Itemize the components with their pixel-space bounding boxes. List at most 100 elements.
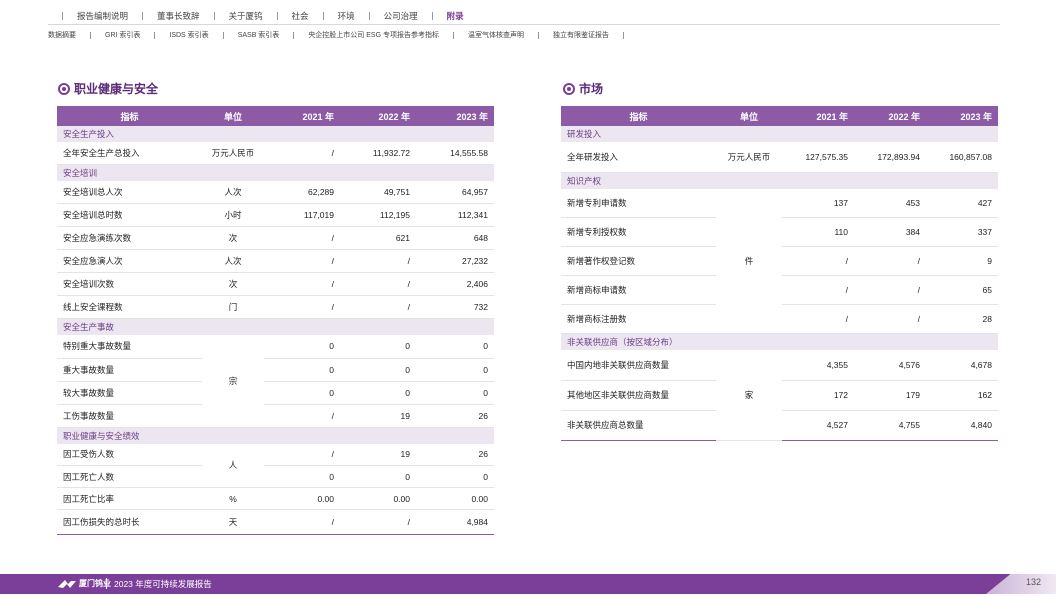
- value-cell: 0: [340, 381, 416, 405]
- logo-mark-icon: [58, 579, 76, 588]
- value-cell: 4,576: [854, 350, 926, 381]
- value-cell: 127,575.35: [782, 142, 854, 173]
- indicator-name: 安全培训总人次: [57, 180, 202, 204]
- value-cell: 453: [854, 188, 926, 218]
- unit-cell: 家: [716, 350, 782, 441]
- value-cell: 0: [416, 381, 494, 405]
- value-cell: 162: [926, 380, 998, 411]
- category-label: 研发投入: [561, 126, 998, 142]
- value-cell: 19: [340, 443, 416, 466]
- unit-cell: 小时: [202, 203, 264, 227]
- table-row: 全年安全生产总投入 万元人民币/11,932.72 14,555.58: [57, 142, 494, 165]
- value-cell: /: [854, 246, 926, 276]
- nav-item-0[interactable]: 报告编制说明: [77, 11, 129, 21]
- table-row: 因工伤损失的总时长天 //4,984: [57, 509, 494, 535]
- value-cell: 337: [926, 217, 998, 247]
- section-bullet-icon: [563, 82, 575, 95]
- table-row: 安全培训总人次 人次 62,289 49,751 64,957: [57, 180, 494, 204]
- value-cell: /: [340, 249, 416, 273]
- indicator-name: 因工死亡人数: [57, 465, 202, 488]
- ohs-table: 指标 单位 2021 年 2022 年 2023 年 安全生产投入 全年安全生产总投入 万元…: [57, 106, 494, 535]
- value-cell: 112,195: [340, 203, 416, 227]
- column-header: 2021 年: [264, 106, 340, 126]
- unit-cell: 件: [716, 188, 782, 334]
- value-cell: 4,755: [854, 410, 926, 441]
- table-row: 全年研发投入 万元人民币 127,575.35 172,893.94 160,857.0…: [561, 142, 998, 173]
- table-row: 安全应急演人次 人次 //27,232: [57, 249, 494, 273]
- subnav-item-5[interactable]: 温室气体核查声明: [467, 32, 524, 39]
- subnav-item-1[interactable]: GRI 索引表: [105, 32, 141, 39]
- value-cell: /: [854, 304, 926, 334]
- value-cell: /: [340, 509, 416, 535]
- footer-separator: [106, 578, 107, 589]
- nav-separator: [452, 31, 454, 39]
- subnav-item-0[interactable]: 数据摘要: [48, 32, 76, 39]
- value-cell: 110: [782, 217, 854, 247]
- category-row: 研发投入: [561, 126, 998, 142]
- nav-item-2[interactable]: 关于厦钨: [228, 11, 263, 21]
- indicator-name: 新增商标申请数: [561, 275, 716, 305]
- column-header: 2021 年: [782, 106, 854, 126]
- value-cell: 732: [416, 295, 494, 319]
- value-cell: /: [264, 443, 340, 466]
- value-cell: 64,957: [416, 180, 494, 204]
- nav-separator: [62, 12, 63, 20]
- section-bullet-icon: [58, 82, 70, 95]
- top-nav: 报告编制说明 董事长致辞 关于厦钨 社会 环境 公司治理 附录: [48, 6, 464, 26]
- value-cell: 0: [340, 335, 416, 359]
- market-table: 指标 单位 2021 年 2022 年 2023 年 研发投入 全年研发投入 万元人民币 12…: [561, 106, 998, 441]
- indicator-name: 新增著作权登记数: [561, 246, 716, 276]
- page-number: 132: [1026, 577, 1042, 587]
- category-label: 职业健康与安全绩效: [57, 427, 494, 444]
- indicator-name: 线上安全课程数: [57, 295, 202, 319]
- unit-cell: 人: [202, 443, 264, 488]
- value-cell: 160,857.08: [926, 142, 998, 173]
- column-header: 单位: [202, 106, 264, 126]
- value-cell: /: [264, 509, 340, 535]
- value-cell: /: [264, 272, 340, 296]
- table-row: 重大事故数量 0 0 0: [57, 358, 494, 382]
- table-row: 特别重大事故数量宗 0 0 0: [57, 335, 494, 428]
- table-row: 新增商标申请数 //65: [561, 275, 998, 305]
- unit-cell: %: [202, 487, 264, 510]
- value-cell: 26: [416, 404, 494, 428]
- subnav-item-4[interactable]: 央企控股上市公司 ESG 专项报告参考指标: [308, 32, 439, 39]
- column-header: 2023 年: [416, 106, 494, 126]
- nav-separator: [142, 12, 144, 20]
- value-cell: 4,355: [782, 350, 854, 381]
- value-cell: /: [264, 295, 340, 319]
- nav-item-6[interactable]: 附录: [446, 11, 464, 21]
- value-cell: 11,932.72: [340, 142, 416, 165]
- indicator-name: 因工受伤人数: [57, 443, 202, 466]
- subnav-item-3[interactable]: SASB 索引表: [237, 32, 280, 39]
- nav-item-1[interactable]: 董事长致辞: [157, 11, 200, 21]
- subnav-item-2[interactable]: ISDS 索引表: [169, 32, 209, 39]
- value-cell: 0: [340, 358, 416, 382]
- unit-cell: 万元人民币: [202, 142, 264, 165]
- column-header: 指标: [57, 106, 202, 126]
- indicator-name: 全年研发投入: [561, 142, 716, 173]
- value-cell: 172: [782, 380, 854, 411]
- nav-separator: [431, 12, 433, 20]
- value-cell: 648: [416, 226, 494, 250]
- nav-separator: [322, 12, 324, 20]
- column-header: 指标: [561, 106, 716, 126]
- section-title-text: 职业健康与安全: [74, 82, 159, 96]
- value-cell: /: [264, 226, 340, 250]
- company-logo: 厦门钨业: [58, 578, 111, 589]
- subnav-item-6[interactable]: 独立有限鉴证报告: [552, 32, 609, 39]
- nav-item-5[interactable]: 公司治理: [383, 11, 418, 21]
- table-row: 新增商标注册数 //28: [561, 304, 998, 334]
- column-header: 2022 年: [340, 106, 416, 126]
- value-cell: 4,984: [416, 509, 494, 535]
- value-cell: 26: [416, 443, 494, 466]
- value-cell: 4,678: [926, 350, 998, 381]
- table-row: 新增专利申请数件 137 453 427: [561, 188, 998, 334]
- nav-item-3[interactable]: 社会: [291, 11, 309, 21]
- value-cell: 65: [926, 275, 998, 305]
- column-header: 2023 年: [926, 106, 998, 126]
- unit-cell: 人次: [202, 180, 264, 204]
- nav-item-4[interactable]: 环境: [337, 11, 355, 21]
- footer-bar: [0, 574, 1010, 594]
- table-row: 其他地区非关联供应商数量 172 179 162: [561, 380, 998, 411]
